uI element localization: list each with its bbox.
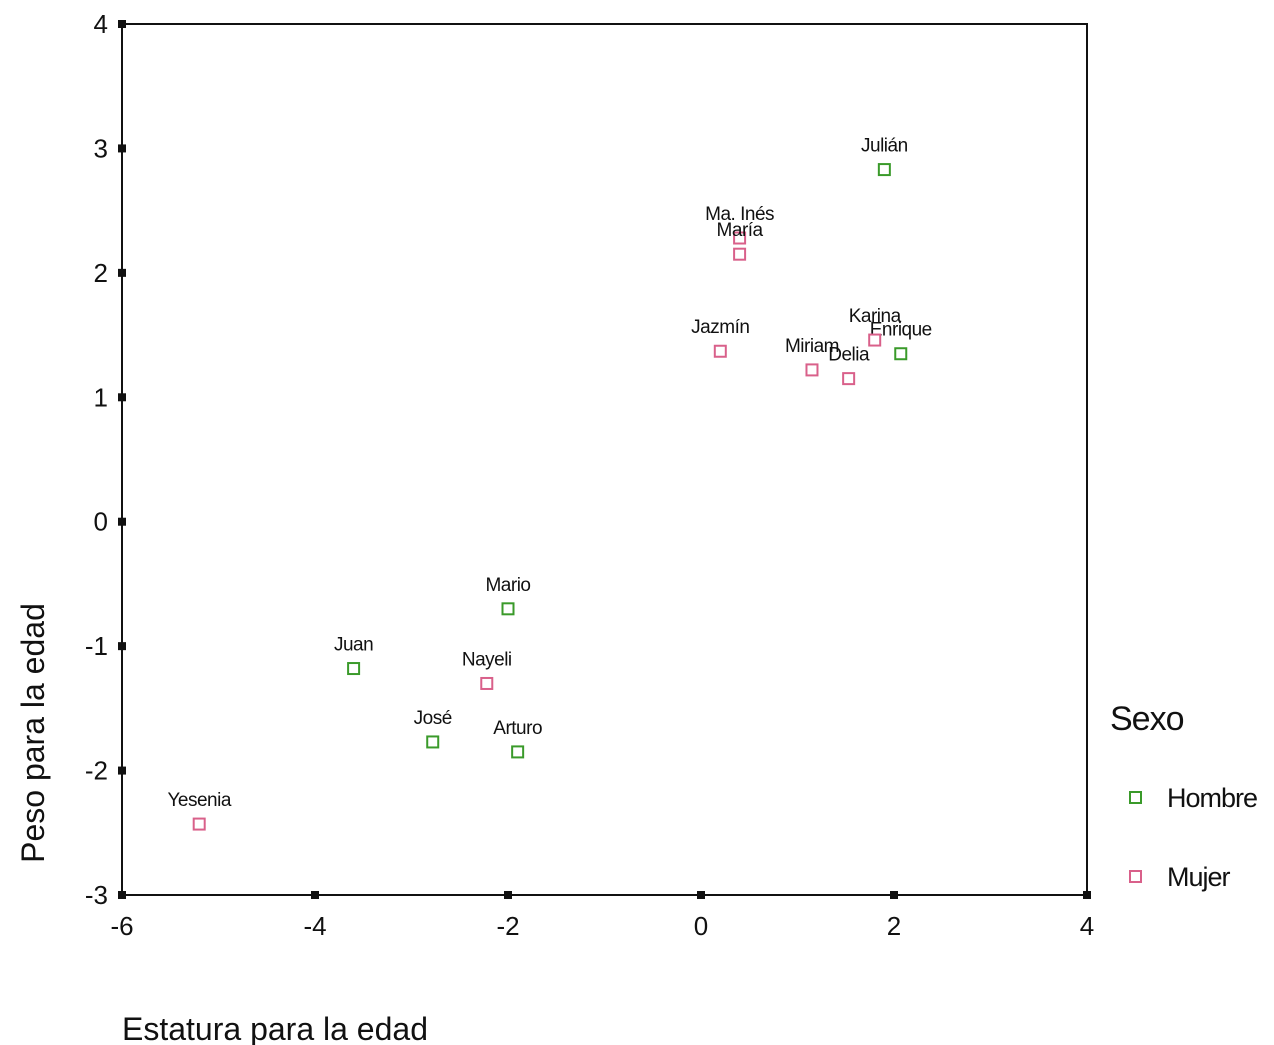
- x-tick-mark: [890, 891, 898, 899]
- data-point-marker: [805, 363, 819, 377]
- data-point-marker: [733, 247, 747, 261]
- y-tick-mark: [118, 144, 126, 153]
- data-points: Julián Enrique Mario Juan José Arturo Ma. Inés…: [167, 136, 932, 831]
- data-point-marker: [347, 662, 361, 676]
- data-point-label: Yesenia: [167, 790, 231, 811]
- x-axis-title: Estatura para la edad: [122, 1011, 428, 1045]
- legend-marker: [1129, 870, 1142, 883]
- x-tick-label: 0: [694, 911, 708, 941]
- data-point-label: Delia: [828, 345, 870, 366]
- data-point-label: Ma. Inés: [705, 204, 774, 225]
- data-point-marker: [877, 163, 891, 177]
- x-tick-mark: [697, 891, 705, 899]
- y-tick-label: 4: [94, 9, 108, 39]
- legend-label: Hombre: [1167, 783, 1257, 813]
- legend-marker: [1129, 791, 1142, 804]
- y-tick-mark: [118, 891, 126, 899]
- y-tick-label: -3: [85, 880, 108, 910]
- x-tick-mark: [1083, 891, 1091, 899]
- data-point-marker: [192, 817, 206, 831]
- legend: Sexo Hombre Mujer: [1110, 700, 1258, 892]
- y-tick-mark: [118, 268, 126, 277]
- data-point-label: Jazmín: [691, 317, 749, 338]
- y-tick-mark: [118, 766, 126, 775]
- data-point-label: María: [717, 220, 764, 241]
- x-tick-mark: [311, 891, 319, 899]
- axis-ticks: -6 -4 -2 0 2 4 -3 -2 -1 0 1 2 3 4: [85, 9, 1094, 941]
- data-point-marker: [480, 676, 494, 690]
- x-tick-label: 2: [887, 911, 901, 941]
- data-point-marker: [868, 333, 882, 347]
- x-tick-mark: [504, 891, 512, 899]
- y-tick-mark: [118, 642, 126, 651]
- data-point-marker: [426, 735, 440, 749]
- legend-label: Mujer: [1167, 862, 1231, 892]
- plot-area: [121, 23, 1088, 896]
- y-axis-title: Peso para la edad: [15, 603, 51, 863]
- data-point-label: Mario: [485, 575, 530, 596]
- data-point-label: Juan: [334, 635, 373, 656]
- y-tick-label: -2: [85, 756, 108, 786]
- x-tick-label: -2: [496, 911, 519, 941]
- y-tick-label: 3: [94, 133, 108, 163]
- data-point-marker: [501, 602, 515, 616]
- y-tick-label: 0: [94, 507, 108, 537]
- data-point-marker: [511, 745, 525, 759]
- y-tick-label: 1: [94, 382, 108, 412]
- data-point-label: José: [414, 708, 452, 729]
- y-tick-label: 2: [94, 258, 108, 288]
- y-tick-mark: [118, 393, 126, 402]
- data-point-label: Nayeli: [462, 649, 512, 670]
- data-point-label: Karina: [849, 306, 902, 327]
- data-point-marker: [733, 231, 747, 245]
- x-tick-label: -6: [110, 911, 133, 941]
- data-point-marker: [894, 347, 908, 361]
- y-tick-label: -1: [85, 631, 108, 661]
- data-point-marker: [713, 344, 727, 358]
- legend-title: Sexo: [1110, 700, 1184, 738]
- x-tick-label: 4: [1080, 911, 1094, 941]
- x-tick-label: -4: [303, 911, 326, 941]
- data-point-label: Julián: [861, 136, 908, 157]
- data-point-marker: [842, 372, 856, 386]
- y-tick-mark: [118, 517, 126, 526]
- y-tick-mark: [118, 20, 126, 28]
- data-point-label: Miriam: [785, 336, 839, 357]
- data-point-label: Arturo: [493, 718, 542, 739]
- data-point-label: Enrique: [870, 320, 932, 341]
